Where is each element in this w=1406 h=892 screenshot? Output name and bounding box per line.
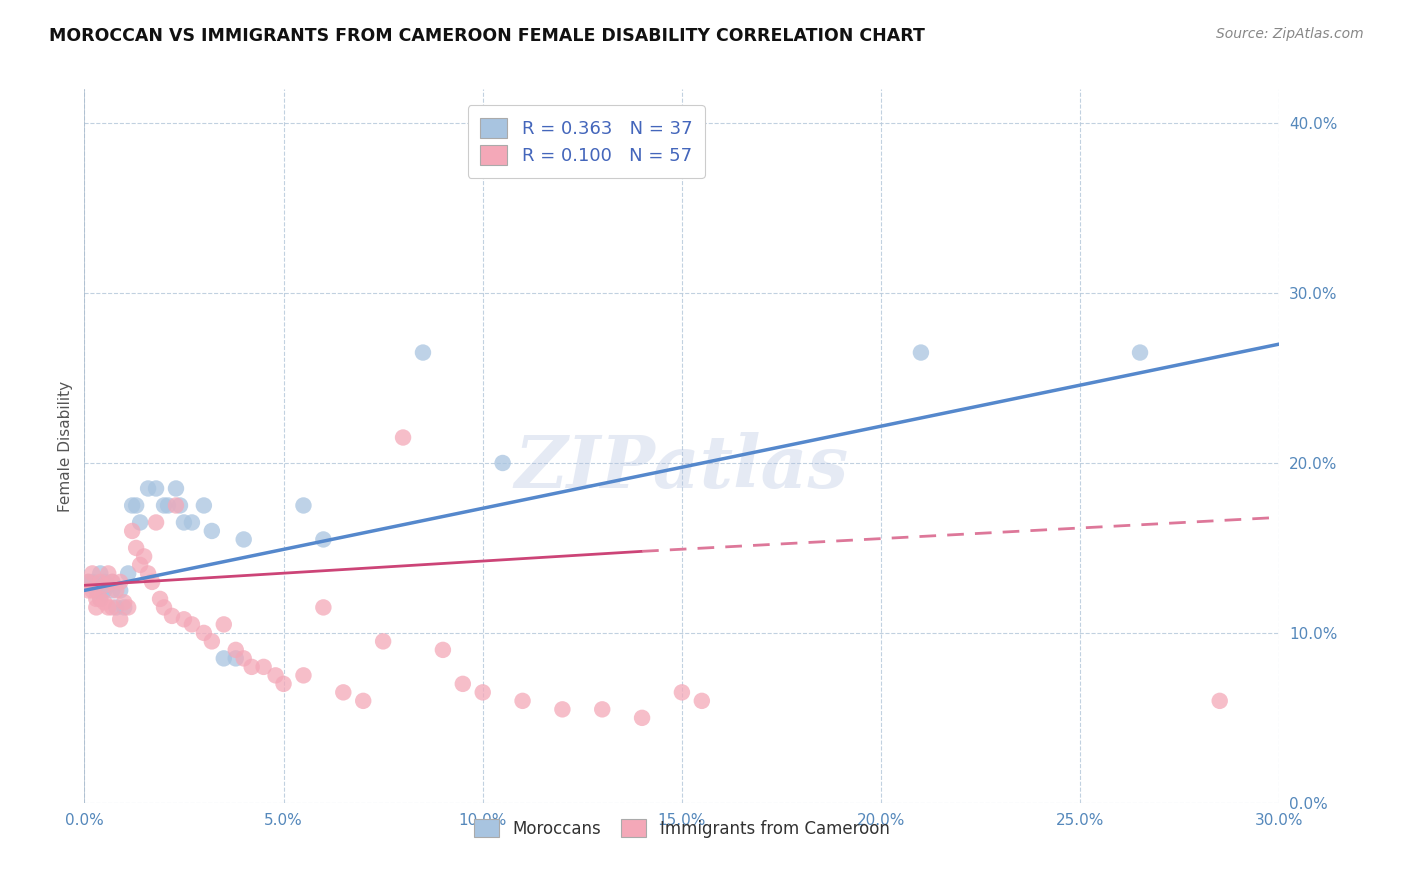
Point [352,694,374,708]
Point [93,574,115,589]
Point [132,549,156,564]
Point [86,591,108,606]
Point [201,634,224,648]
Point [82,566,104,581]
Text: MOROCCAN VS IMMIGRANTS FROM CAMEROON FEMALE DISABILITY CORRELATION CHART: MOROCCAN VS IMMIGRANTS FROM CAMEROON FEM… [49,27,925,45]
Point [101,583,124,598]
Point [117,566,139,581]
Point [292,499,315,513]
Point [492,456,515,470]
Point [153,600,176,615]
Point [82,583,104,598]
Point [149,591,172,606]
Point [591,702,613,716]
Point [136,482,159,496]
Point [129,558,152,572]
Text: Source: ZipAtlas.com: Source: ZipAtlas.com [1216,27,1364,41]
Point [910,345,932,359]
Point [125,541,148,555]
Point [201,524,224,538]
Point [105,600,128,615]
Point [160,608,183,623]
Point [105,583,128,598]
Text: ZIPatlas: ZIPatlas [515,432,849,503]
Point [671,685,693,699]
Point [97,600,120,615]
Point [97,578,120,592]
Point [551,702,574,716]
Point [112,595,135,609]
Point [77,583,100,598]
Point [136,566,159,581]
Point [101,600,124,615]
Point [240,660,263,674]
Point [82,574,104,589]
Point [193,626,215,640]
Point [153,499,176,513]
Point [273,677,295,691]
Point [157,499,180,513]
Point [451,677,474,691]
Y-axis label: Female Disability: Female Disability [58,380,73,512]
Point [312,533,335,547]
Point [225,651,247,665]
Point [141,574,163,589]
Point [77,574,100,589]
Point [93,583,115,598]
Point [193,499,215,513]
Point [512,694,534,708]
Point [129,516,152,530]
Point [86,578,108,592]
Point [101,574,124,589]
Point [110,612,132,626]
Point [225,643,247,657]
Point [77,574,100,589]
Point [112,600,135,615]
Point [93,595,115,609]
Point [173,612,195,626]
Point [212,617,235,632]
Point [181,617,204,632]
Point [97,566,120,581]
Point [165,482,187,496]
Point [110,583,132,598]
Point [89,591,111,606]
Point [264,668,287,682]
Point [145,482,167,496]
Point [89,591,111,606]
Point [89,566,111,581]
Point [232,533,254,547]
Point [117,600,139,615]
Point [232,651,254,665]
Point [373,634,395,648]
Point [89,574,111,589]
Point [165,499,187,513]
Point [332,685,354,699]
Point [471,685,494,699]
Point [145,516,167,530]
Point [1209,694,1232,708]
Point [181,516,204,530]
Point [121,499,143,513]
Point [690,694,713,708]
Point [93,578,115,592]
Point [631,711,654,725]
Point [1129,345,1152,359]
Point [86,600,108,615]
Point [173,516,195,530]
Point [253,660,276,674]
Point [121,524,143,538]
Point [101,574,124,589]
Point [292,668,315,682]
Point [125,499,148,513]
Point [86,583,108,598]
Point [110,574,132,589]
Point [212,651,235,665]
Point [412,345,434,359]
Legend: Moroccans, Immigrants from Cameroon: Moroccans, Immigrants from Cameroon [468,813,896,845]
Point [169,499,191,513]
Point [432,643,454,657]
Point [392,430,415,444]
Point [312,600,335,615]
